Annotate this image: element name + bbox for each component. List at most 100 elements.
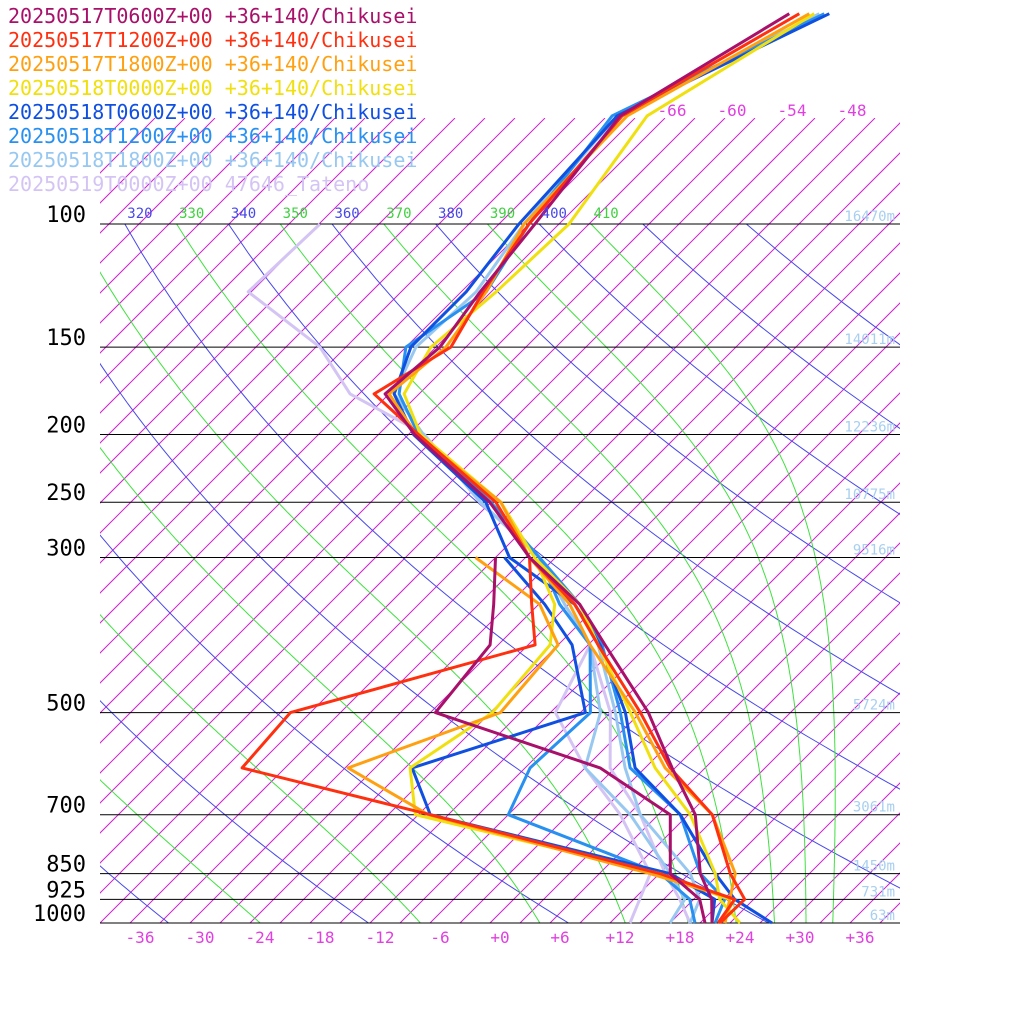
moist-adiabat-label: 330 [179, 206, 204, 222]
y-tick-label: 100 [46, 203, 86, 228]
moist-adiabat [279, 224, 737, 923]
legend-entry: 20250518T0000Z+00 +36+140/Chikusei [8, 76, 417, 100]
isotherm [100, 118, 516, 534]
isotherm [100, 118, 366, 384]
isotherm [100, 118, 456, 474]
dewpoint-line [506, 556, 697, 924]
isotherm [459, 482, 900, 923]
legend-entry: 20250517T0600Z+00 +36+140/Chikusei [8, 4, 417, 28]
isotherm [549, 572, 900, 923]
dry-adiabat-label: 400 [542, 206, 567, 222]
x-tick-label: +30 [786, 928, 815, 947]
legend-entry: 20250518T1200Z+00 +36+140/Chikusei [8, 124, 417, 148]
height-label: 1450m [853, 859, 895, 875]
dry-adiabat-label: 320 [127, 206, 152, 222]
isotherm [0, 118, 5, 923]
isotherm [100, 118, 276, 294]
isotherm [129, 152, 900, 923]
isotherm [699, 722, 900, 923]
isotherm-label: -54 [778, 101, 807, 120]
dry-adiabat-label: 380 [438, 206, 463, 222]
height-label: 12236m [844, 419, 895, 435]
isotherm [0, 118, 35, 923]
isotherm [789, 812, 900, 923]
dry-adiabat [746, 224, 900, 346]
isotherm [100, 118, 576, 594]
y-tick-label: 250 [46, 481, 86, 506]
dewpoint-line [433, 557, 707, 924]
moist-adiabat-label: 390 [490, 206, 515, 222]
isotherm [100, 118, 666, 684]
isotherm [100, 118, 726, 744]
height-label: 10775m [844, 487, 895, 503]
isotherm [100, 118, 186, 204]
labels: -66 -60 -54 -48 320 340 360 380 400 330 350 370 390 4… [8, 4, 895, 947]
isotherm [100, 118, 216, 234]
dry-adiabat [435, 224, 900, 604]
x-tick-label: -18 [306, 928, 335, 947]
temperature-line [402, 12, 816, 924]
y-tick-label: 925 [46, 878, 86, 903]
dry-adiabat [642, 224, 900, 430]
isotherm [369, 392, 900, 923]
x-tick-label: +0 [490, 928, 509, 947]
isotherm [399, 422, 900, 923]
isotherm [339, 362, 900, 923]
y-tick-label: 300 [46, 537, 86, 562]
height-label: 731m [861, 884, 895, 900]
isotherm [309, 332, 900, 923]
x-tick-label: +18 [666, 928, 695, 947]
isotherm [279, 302, 900, 923]
profiles [240, 12, 830, 925]
dewpoint-line [346, 556, 737, 924]
dry-adiabat-label: 360 [334, 206, 359, 222]
height-label: 3061m [853, 800, 895, 816]
moist-adiabat-label: 370 [386, 206, 411, 222]
isotherm [100, 118, 246, 264]
isotherm [489, 512, 900, 923]
dewpoint-line [240, 557, 737, 924]
x-tick-label: -6 [430, 928, 449, 947]
isotherm [100, 118, 606, 624]
height-label: 16470m [844, 209, 895, 225]
x-tick-label: -36 [126, 928, 155, 947]
y-tick-label: 850 [46, 853, 86, 878]
isotherm [100, 118, 336, 354]
isotherm [100, 118, 396, 414]
moist-adiabat [100, 779, 261, 923]
isotherm [219, 242, 900, 923]
isotherm [100, 118, 756, 774]
isotherm [100, 118, 306, 324]
isotherm [729, 752, 900, 923]
isotherm [100, 118, 876, 894]
temperature-line [392, 12, 830, 925]
x-tick-label: +24 [726, 928, 755, 947]
isotherm [639, 662, 900, 923]
x-tick-label: -12 [366, 928, 395, 947]
x-tick-label: -24 [246, 928, 275, 947]
isotherm-label: -60 [718, 101, 747, 120]
x-tick-label: +36 [846, 928, 875, 947]
x-tick-label: +6 [550, 928, 569, 947]
height-label: 14011m [844, 332, 895, 348]
isotherm [159, 182, 900, 923]
isotherm [100, 118, 786, 804]
isotherm [609, 632, 900, 923]
isotherm [759, 782, 900, 923]
height-label: 5724m [853, 698, 895, 714]
isotherm [579, 602, 900, 923]
legend-entry: 20250518T1800Z+00 +36+140/Chikusei [8, 148, 417, 172]
y-tick-label: 1000 [33, 902, 86, 927]
height-label: 63m [870, 908, 895, 924]
x-tick-label: -30 [186, 928, 215, 947]
dry-adiabat [228, 224, 900, 790]
dry-adiabat-label: 340 [231, 206, 256, 222]
isotherm [100, 118, 636, 654]
isotherm [100, 118, 696, 714]
moist-adiabat-label: 410 [593, 206, 618, 222]
y-tick-label: 500 [46, 692, 86, 717]
isotherm [100, 118, 486, 504]
y-tick-label: 200 [46, 413, 86, 438]
y-tick-label: 150 [46, 326, 86, 351]
